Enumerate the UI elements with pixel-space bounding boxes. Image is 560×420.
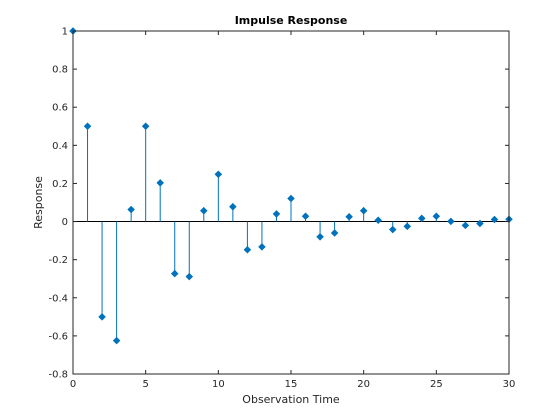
y-tick-label: -0.4 [48, 293, 68, 304]
y-tick-label: 0.4 [52, 141, 68, 152]
stem-marker [345, 213, 353, 221]
stem-marker [301, 212, 310, 220]
y-tick-label: 0.2 [52, 179, 68, 190]
stem-marker [214, 170, 223, 179]
stem-marker [388, 225, 397, 234]
stem-marker [287, 194, 295, 203]
stem-marker [170, 269, 179, 278]
x-tick-label: 5 [142, 379, 148, 390]
y-tick-label: -0.8 [48, 370, 68, 381]
marker-layer [69, 27, 513, 345]
stem-marker [272, 210, 281, 218]
chart-title: Impulse Response [235, 14, 348, 27]
tick-layer [72, 30, 510, 375]
y-axis-label: Response [32, 176, 45, 229]
stem-marker [374, 216, 382, 224]
x-tick-label: 0 [70, 379, 76, 390]
x-axis-label: Observation Time [242, 393, 340, 406]
y-tick-label: 0.8 [52, 65, 68, 76]
stem-marker [112, 336, 121, 345]
stem-marker [403, 222, 412, 231]
y-tick-label: -0.2 [48, 255, 68, 266]
stem-marker [258, 243, 266, 251]
stem-marker [185, 272, 194, 281]
y-tick-label: -0.6 [48, 331, 68, 342]
stem-marker [98, 313, 106, 321]
stem-marker [461, 221, 470, 230]
x-tick-label: 10 [212, 379, 225, 390]
y-tick-label: 1 [62, 27, 68, 38]
x-tick-label: 30 [503, 379, 516, 390]
stem-marker [83, 122, 92, 131]
x-tick-label: 20 [357, 379, 370, 390]
x-tick-label: 25 [430, 379, 443, 390]
y-tick-label: 0 [62, 217, 68, 228]
stem-marker [447, 217, 455, 226]
stem-marker [432, 212, 441, 220]
stem-marker [490, 215, 499, 224]
stem-marker [359, 206, 368, 215]
stem-marker [476, 219, 484, 228]
stem-marker [127, 205, 135, 214]
stem-marker [141, 122, 150, 131]
x-tick-label: 15 [285, 379, 298, 390]
stem-marker [330, 229, 339, 237]
stem-marker [229, 202, 237, 211]
stem-marker [418, 214, 426, 223]
stem-marker [243, 245, 252, 254]
tick-label-layer: 0 5 10 15 20 25 30 -0.8 -0.6 -0.4 -0.2 0 0.2 0.4 0.6 0.… [48, 27, 515, 391]
y-tick-label: 0.6 [52, 103, 68, 114]
stem-marker [200, 206, 208, 215]
stem-marker [156, 179, 164, 187]
stem-marker [316, 233, 324, 241]
